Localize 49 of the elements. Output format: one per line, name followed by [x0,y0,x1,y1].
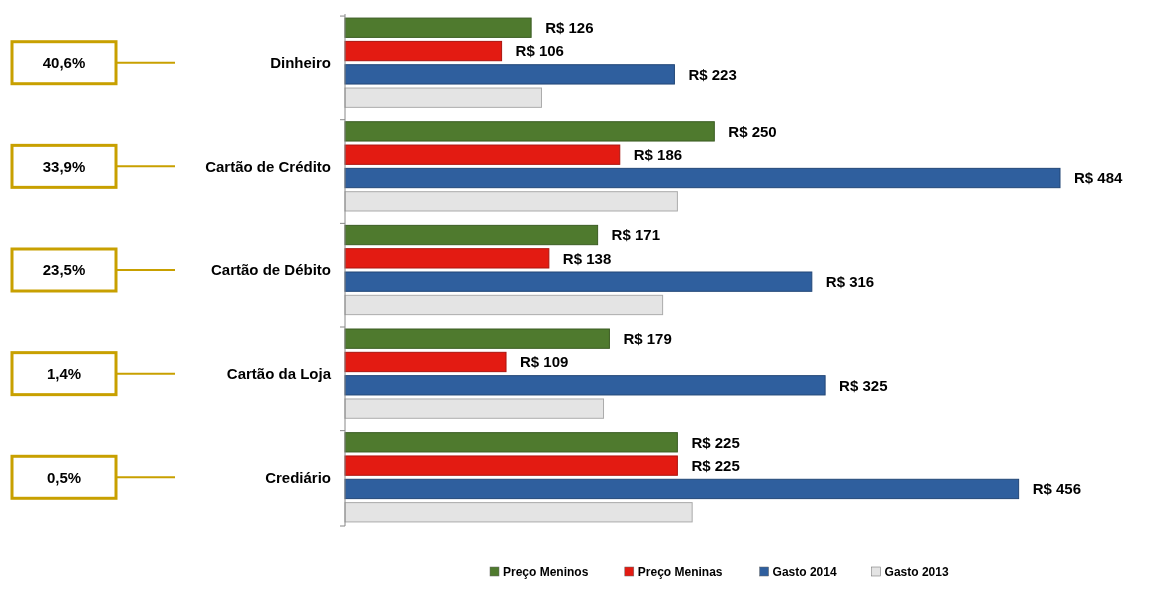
data-label: R$ 223 [688,65,737,83]
bar [344,351,507,373]
y-tick-label: Crediário [265,468,331,486]
bar [344,167,1061,189]
bar [344,455,678,476]
y-tick-label: Cartão de Débito [210,261,331,279]
data-label: R$ 484 [1074,169,1124,187]
y-tick-label: Cartão da Loja [226,364,332,382]
y-tick-label: Dinheiro [270,53,331,71]
legend-label: Gasto 2013 [884,565,949,579]
data-label: R$ 106 [515,42,564,60]
data-label: R$ 179 [623,329,672,347]
bar [344,502,693,523]
text: 33,9% [42,157,86,175]
bar [344,294,664,316]
bar [344,375,826,396]
bar [344,398,605,419]
data-label: R$ 225 [691,456,740,474]
bar [344,328,610,349]
legend-label: Preço Meninos [503,565,589,579]
bar [344,478,1020,500]
bar [344,40,503,62]
data-label: R$ 325 [839,376,888,394]
bar [344,87,542,108]
legend-label: Preço Meninas [637,565,723,579]
text: 1,4% [46,364,82,382]
bar [344,17,532,38]
bar [344,224,599,246]
y-tick-label: Cartão de Crédito [205,157,331,175]
legend-label: Gasto 2014 [772,565,837,579]
data-label: R$ 316 [825,272,875,290]
data-label: R$ 138 [562,249,612,267]
data-label: R$ 171 [611,226,660,244]
bar [344,271,813,292]
data-label: R$ 456 [1032,480,1082,498]
data-label: R$ 109 [520,353,569,371]
data-label: R$ 250 [728,122,777,140]
text: 23,5% [42,261,86,279]
bar [344,191,678,212]
text: 0,5% [46,468,82,486]
bar [344,432,678,453]
bar [344,64,675,85]
bar [344,144,621,165]
bar [344,248,550,269]
bar [344,121,715,142]
data-label: R$ 126 [545,18,594,36]
text: 40,6% [42,53,86,71]
data-label: R$ 225 [691,433,740,451]
data-label: R$ 186 [633,145,683,163]
